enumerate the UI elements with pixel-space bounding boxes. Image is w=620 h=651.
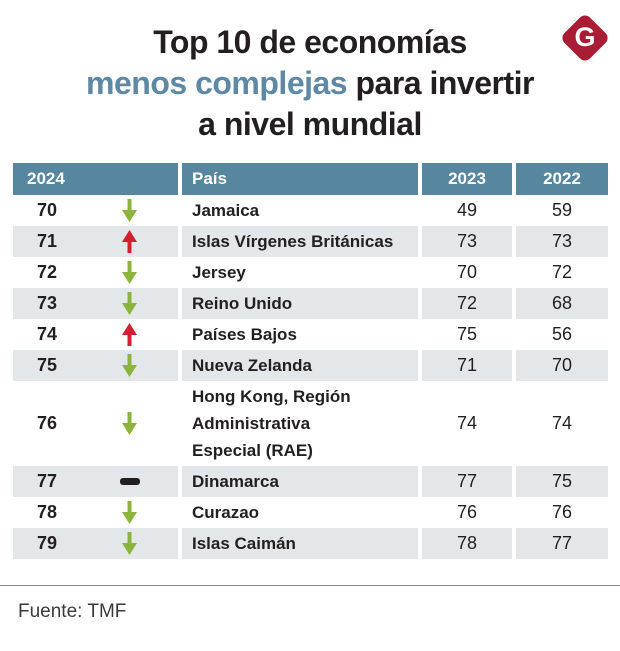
page-title: Top 10 de economías menos complejas para …: [0, 22, 620, 145]
title-line1: Top 10 de economías: [153, 24, 467, 60]
table-row: 76 Hong Kong, Región Administrativa Espec…: [13, 381, 608, 466]
rank-cell: 72: [13, 257, 178, 288]
value-2022: 56: [516, 319, 608, 350]
country-name: Hong Kong, Región Administrativa Especia…: [182, 381, 418, 466]
country-name: Reino Unido: [182, 288, 418, 319]
table-row: 77 Dinamarca 77 75: [13, 466, 608, 497]
table-row: 71 Islas Vírgenes Británicas 73 73: [13, 226, 608, 257]
country-name: Nueva Zelanda: [182, 350, 418, 381]
rank-2024-value: 78: [36, 502, 58, 522]
header-2023: 2023: [422, 163, 512, 195]
gestion-logo: G: [559, 12, 611, 64]
trend-up-icon: [81, 323, 178, 346]
value-2022: 77: [516, 528, 608, 559]
table-row: 79 Islas Caimán 78 77: [13, 528, 608, 559]
value-2023: 75: [422, 319, 512, 350]
value-2023: 77: [422, 466, 512, 497]
trend-down-icon: [81, 261, 178, 284]
rank-2024-value: 79: [36, 533, 58, 553]
country-name: Dinamarca: [182, 466, 418, 497]
rank-cell: 78: [13, 497, 178, 528]
value-2022: 75: [516, 466, 608, 497]
value-2023: 72: [422, 288, 512, 319]
table-row: 78 Curazao 76 76: [13, 497, 608, 528]
title-line2-rest: para invertir: [355, 65, 534, 101]
value-2022: 73: [516, 226, 608, 257]
country-name: Jersey: [182, 257, 418, 288]
table-row: 73 Reino Unido 72 68: [13, 288, 608, 319]
value-2023: 73: [422, 226, 512, 257]
trend-down-icon: [81, 292, 178, 315]
rank-2024-value: 72: [36, 262, 58, 282]
rank-cell: 75: [13, 350, 178, 381]
title-line3: a nivel mundial: [198, 106, 422, 142]
table-row: 75 Nueva Zelanda 71 70: [13, 350, 608, 381]
value-2023: 70: [422, 257, 512, 288]
rank-cell: 77: [13, 466, 178, 497]
rank-cell: 74: [13, 319, 178, 350]
country-name: Islas Caimán: [182, 528, 418, 559]
value-2022: 59: [516, 195, 608, 226]
rank-2024-value: 70: [36, 200, 58, 220]
value-2023: 76: [422, 497, 512, 528]
rank-2024-value: 74: [36, 324, 58, 344]
trend-down-icon: [81, 501, 178, 524]
rank-cell: 70: [13, 195, 178, 226]
rank-2024-value: 71: [36, 231, 58, 251]
trend-down-icon: [81, 354, 178, 377]
rank-cell: 76: [13, 381, 178, 466]
rank-2024-value: 76: [36, 413, 58, 433]
rank-2024-value: 77: [36, 471, 58, 491]
rank-cell: 73: [13, 288, 178, 319]
header-2022: 2022: [516, 163, 608, 195]
table-row: 72 Jersey 70 72: [13, 257, 608, 288]
table-body: 70 Jamaica 49 59 71 Islas Vírgenes Británicas…: [13, 195, 608, 559]
logo-letter: G: [574, 21, 596, 52]
ranking-table: 2024 País 2023 2022 70 Jamaica 49 59 71 Islas…: [13, 163, 608, 559]
rank-cell: 71: [13, 226, 178, 257]
table-row: 74 Países Bajos 75 56: [13, 319, 608, 350]
header-pais: País: [182, 163, 418, 195]
trend-same-icon: [81, 478, 178, 485]
value-2022: 76: [516, 497, 608, 528]
value-2023: 49: [422, 195, 512, 226]
value-2023: 71: [422, 350, 512, 381]
value-2022: 68: [516, 288, 608, 319]
value-2023: 74: [422, 381, 512, 466]
trend-down-icon: [81, 532, 178, 555]
trend-down-icon: [81, 412, 178, 435]
trend-up-icon: [81, 230, 178, 253]
value-2023: 78: [422, 528, 512, 559]
header-2024: 2024: [13, 163, 178, 195]
footer-divider: [0, 585, 620, 586]
table-row: 70 Jamaica 49 59: [13, 195, 608, 226]
rank-cell: 79: [13, 528, 178, 559]
value-2022: 74: [516, 381, 608, 466]
table-header-row: 2024 País 2023 2022: [13, 163, 608, 195]
country-name: Jamaica: [182, 195, 418, 226]
country-name: Países Bajos: [182, 319, 418, 350]
rank-2024-value: 73: [36, 293, 58, 313]
trend-down-icon: [81, 199, 178, 222]
title-accent: menos complejas: [86, 65, 348, 101]
value-2022: 72: [516, 257, 608, 288]
country-name: Curazao: [182, 497, 418, 528]
value-2022: 70: [516, 350, 608, 381]
source-label: Fuente: TMF: [18, 601, 127, 622]
country-name: Islas Vírgenes Británicas: [182, 226, 418, 257]
rank-2024-value: 75: [36, 355, 58, 375]
